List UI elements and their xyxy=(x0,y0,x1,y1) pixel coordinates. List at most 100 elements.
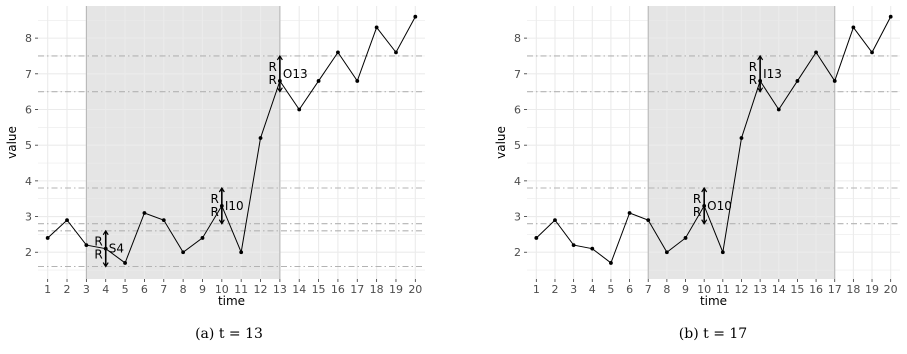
y-tick-label: 7 xyxy=(25,68,32,81)
arrow-head-down xyxy=(218,219,225,225)
data-point xyxy=(316,79,321,83)
data-point xyxy=(534,236,539,240)
data-point xyxy=(297,107,302,112)
x-tick-label: 13 xyxy=(273,283,287,296)
x-tick-label: 2 xyxy=(64,283,71,296)
data-point xyxy=(374,25,379,30)
annotation-tag: I13 xyxy=(763,67,782,81)
figure-caption: (b) t = 17 xyxy=(679,326,747,342)
data-point xyxy=(200,236,205,240)
x-tick-label: 14 xyxy=(292,283,306,296)
x-tick-label: 11 xyxy=(716,283,730,296)
x-tick-label: 10 xyxy=(697,283,711,296)
y-tick-label: 8 xyxy=(25,32,32,45)
data-point xyxy=(258,136,263,140)
x-tick-label: 10 xyxy=(215,283,229,296)
x-tick-label: 17 xyxy=(350,283,364,296)
annotation-upper-label: R xyxy=(269,60,277,74)
annotation-s4: RR S4 xyxy=(94,229,124,268)
plot-area xyxy=(527,6,900,279)
annotation-i10: RR I10 xyxy=(210,186,244,225)
arrow-head-down xyxy=(102,262,109,268)
x-tick-label: 8 xyxy=(180,283,187,296)
y-tick-label: 5 xyxy=(25,139,32,152)
arrow-head-down xyxy=(276,87,283,93)
series-line xyxy=(535,16,892,264)
x-tick-label: 6 xyxy=(626,283,633,296)
data-point xyxy=(609,261,613,265)
data-point xyxy=(65,218,69,223)
x-axis-title: time xyxy=(218,294,245,308)
data-point xyxy=(795,79,800,83)
data-point xyxy=(84,243,89,247)
data-point xyxy=(553,218,557,223)
y-tick-label: 7 xyxy=(514,68,521,81)
annotation-tag: S4 xyxy=(109,242,124,256)
y-tick-label: 5 xyxy=(514,139,521,152)
annotation-lower-label: R xyxy=(210,205,218,219)
data-point xyxy=(336,50,340,55)
annotation-lower-label: R xyxy=(94,248,102,262)
data-point xyxy=(142,211,147,215)
x-tick-label: 18 xyxy=(370,283,384,296)
data-point xyxy=(739,136,744,140)
x-tick-label: 17 xyxy=(828,283,842,296)
y-tick-label: 6 xyxy=(25,103,32,116)
x-tick-label: 13 xyxy=(753,283,767,296)
x-tick-label: 7 xyxy=(645,283,652,296)
x-tick-label: 6 xyxy=(141,283,148,296)
x-tick-label: 2 xyxy=(551,283,558,296)
arrow-head-up xyxy=(276,54,283,61)
x-tick-label: 16 xyxy=(809,283,823,296)
data-point xyxy=(239,250,244,255)
x-tick-label: 1 xyxy=(44,283,51,296)
data-point xyxy=(646,218,651,223)
data-point xyxy=(413,14,418,19)
y-tick-label: 2 xyxy=(514,246,521,259)
figure-caption: (a) t = 13 xyxy=(195,326,263,342)
x-tick-label: 20 xyxy=(884,283,898,296)
arrow-head-down xyxy=(757,87,764,93)
data-point xyxy=(571,243,576,247)
annotation-upper-label: R xyxy=(693,192,701,206)
arrow-head-up xyxy=(757,54,764,61)
x-tick-label: 20 xyxy=(408,283,422,296)
x-tick-label: 4 xyxy=(589,283,596,296)
x-tick-label: 18 xyxy=(846,283,860,296)
y-tick-label: 4 xyxy=(514,175,521,188)
annotation-tag: I10 xyxy=(225,199,244,213)
arrow-head-up xyxy=(701,186,708,193)
y-axis-title: value xyxy=(494,126,508,159)
data-point xyxy=(590,246,595,251)
x-tick-label: 15 xyxy=(790,283,804,296)
annotation-i13: RR I13 xyxy=(749,54,782,93)
x-tick-label: 7 xyxy=(160,283,167,296)
x-tick-label: 12 xyxy=(734,283,748,296)
x-tick-label: 15 xyxy=(312,283,326,296)
annotation-tag: O13 xyxy=(283,67,308,81)
plot-area xyxy=(38,6,425,279)
data-point xyxy=(627,211,632,215)
annotation-tag: O10 xyxy=(707,199,732,213)
y-tick-label: 8 xyxy=(514,32,521,45)
data-point xyxy=(870,50,874,55)
series-line xyxy=(47,16,416,264)
data-point xyxy=(832,79,837,83)
annotation-o10: RR O10 xyxy=(693,186,732,225)
annotation-lower-label: R xyxy=(269,73,277,87)
y-axis-title: value xyxy=(5,126,19,159)
data-point xyxy=(683,236,688,240)
y-tick-label: 3 xyxy=(514,211,521,224)
data-point xyxy=(888,14,893,19)
annotation-upper-label: R xyxy=(749,60,757,74)
x-tick-label: 9 xyxy=(199,283,206,296)
x-tick-label: 12 xyxy=(254,283,268,296)
annotation-upper-label: R xyxy=(210,192,218,206)
annotation-o13: RR O13 xyxy=(269,54,308,93)
y-tick-label: 6 xyxy=(514,103,521,116)
data-point xyxy=(161,218,166,223)
arrow-head-down xyxy=(701,219,708,225)
x-axis-title: time xyxy=(700,294,727,308)
